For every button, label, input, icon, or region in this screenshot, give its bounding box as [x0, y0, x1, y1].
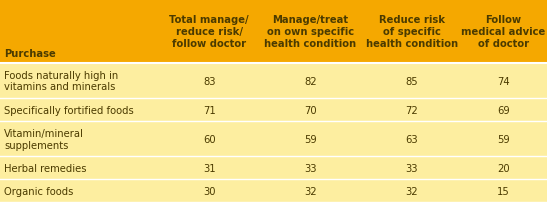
Text: Vitamin/mineral
supplements: Vitamin/mineral supplements [4, 128, 84, 150]
Text: 83: 83 [203, 76, 216, 86]
Text: Manage/treat
on own specific
health condition: Manage/treat on own specific health cond… [264, 15, 357, 48]
Text: 33: 33 [304, 163, 317, 173]
Text: 74: 74 [497, 76, 510, 86]
Bar [0, 99, 547, 121]
Text: Total manage/
reduce risk/
follow doctor: Total manage/ reduce risk/ follow doctor [170, 15, 249, 48]
Text: 63: 63 [405, 134, 418, 144]
Text: 71: 71 [203, 105, 216, 115]
Text: 32: 32 [304, 186, 317, 196]
Text: 20: 20 [497, 163, 510, 173]
Text: 30: 30 [203, 186, 216, 196]
Bar [0, 64, 547, 99]
Bar [0, 179, 547, 202]
Bar [0, 157, 547, 179]
Text: 82: 82 [304, 76, 317, 86]
Text: 59: 59 [304, 134, 317, 144]
Text: 31: 31 [203, 163, 216, 173]
Text: Foods naturally high in
vitamins and minerals: Foods naturally high in vitamins and min… [4, 70, 119, 92]
Bar [0, 0, 547, 64]
Text: 15: 15 [497, 186, 510, 196]
Text: 69: 69 [497, 105, 510, 115]
Bar [0, 121, 547, 157]
Text: 85: 85 [405, 76, 418, 86]
Text: 32: 32 [405, 186, 418, 196]
Text: 72: 72 [405, 105, 418, 115]
Text: Specifically fortified foods: Specifically fortified foods [4, 105, 134, 115]
Text: Purchase: Purchase [4, 49, 56, 59]
Text: Reduce risk
of specific
health condition: Reduce risk of specific health condition [365, 15, 458, 48]
Text: 70: 70 [304, 105, 317, 115]
Text: 59: 59 [497, 134, 510, 144]
Text: 60: 60 [203, 134, 216, 144]
Text: Herbal remedies: Herbal remedies [4, 163, 87, 173]
Text: 33: 33 [405, 163, 418, 173]
Text: Organic foods: Organic foods [4, 186, 74, 196]
Text: Follow
medical advice
of doctor: Follow medical advice of doctor [461, 15, 545, 48]
